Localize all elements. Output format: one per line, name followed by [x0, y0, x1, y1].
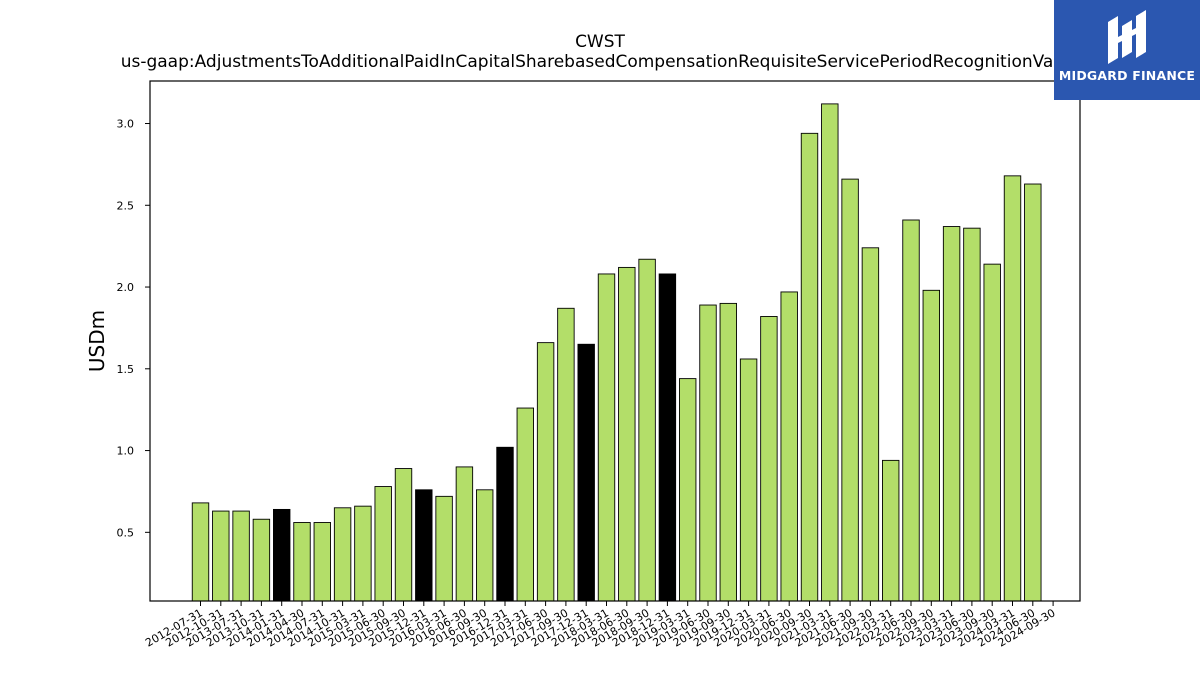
bar	[902, 219, 920, 602]
bar	[739, 358, 758, 602]
chart-title: CWST	[575, 32, 625, 52]
bar	[841, 178, 859, 602]
bar	[780, 291, 798, 602]
bar	[516, 407, 534, 602]
bar	[679, 378, 697, 602]
bar	[800, 132, 819, 602]
bar	[638, 258, 656, 602]
y-tick-label: 0.5	[117, 526, 135, 539]
bar	[496, 446, 514, 602]
y-tick-label: 1.5	[117, 363, 135, 376]
bar	[699, 304, 717, 602]
bar	[394, 468, 413, 602]
bar	[577, 343, 595, 602]
bar	[212, 510, 230, 602]
logo-mark-icon	[1108, 10, 1146, 64]
bar	[435, 495, 453, 602]
bar	[597, 273, 616, 602]
logo-text: MIDGARD FINANCE	[1058, 68, 1196, 83]
bar	[1024, 183, 1042, 602]
bar	[354, 505, 372, 602]
chart-subtitle: us-gaap:AdjustmentsToAdditionalPaidInCap…	[120, 52, 1080, 72]
y-tick-label: 3.0	[117, 118, 135, 131]
bar	[273, 508, 291, 602]
y-tick-label: 1.0	[117, 445, 135, 458]
midgard-finance-logo: MIDGARD FINANCE	[1054, 0, 1200, 100]
bar	[333, 507, 352, 602]
bar	[821, 103, 839, 602]
bar	[760, 316, 778, 602]
bar	[455, 466, 474, 602]
bar	[232, 510, 250, 602]
bar	[374, 486, 392, 602]
bar	[252, 518, 271, 602]
bar	[191, 502, 210, 602]
bar	[313, 522, 331, 602]
bar	[983, 263, 1001, 602]
bar	[719, 302, 737, 602]
bar	[293, 522, 311, 602]
bar	[1003, 175, 1022, 602]
bar	[536, 342, 555, 602]
bars-group	[191, 103, 1042, 602]
y-axis-label: USDm	[85, 310, 109, 372]
y-tick-label: 2.5	[117, 199, 135, 212]
bar	[882, 459, 900, 602]
x-axis: 2012-07-312012-10-312013-07-312013-10-31…	[143, 601, 1058, 650]
bar	[618, 266, 636, 602]
bar	[861, 247, 880, 602]
y-tick-label: 2.0	[117, 281, 135, 294]
bar	[922, 289, 940, 602]
bar	[658, 273, 677, 602]
bar	[557, 307, 575, 602]
axes-frame	[149, 80, 1081, 602]
y-axis: 0.5 1.0 1.5 2.0 2.5 3.0	[117, 118, 150, 539]
bar	[415, 489, 433, 602]
bar	[963, 227, 981, 602]
bar	[942, 226, 961, 602]
bar	[476, 489, 494, 602]
